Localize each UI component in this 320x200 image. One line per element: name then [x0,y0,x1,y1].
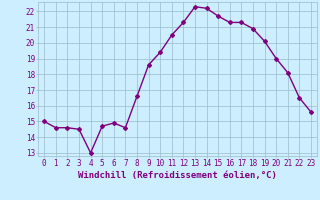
X-axis label: Windchill (Refroidissement éolien,°C): Windchill (Refroidissement éolien,°C) [78,171,277,180]
